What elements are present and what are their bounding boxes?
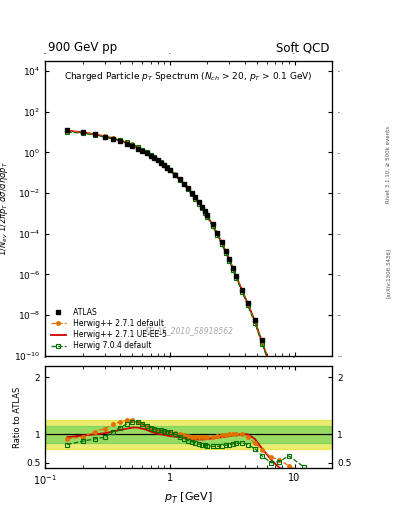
Text: Soft QCD: Soft QCD: [276, 41, 329, 54]
Text: Rivet 3.1.10, ≥ 500k events: Rivet 3.1.10, ≥ 500k events: [386, 126, 391, 203]
Text: 900 GeV pp: 900 GeV pp: [48, 41, 117, 54]
X-axis label: $p_T^{}$ [GeV]: $p_T^{}$ [GeV]: [164, 490, 213, 505]
Legend:    ATLAS,    Herwig++ 2.7.1 default,    Herwig++ 2.7.1 UE-EE-5,    Herwig 7.0.4 : ATLAS, Herwig++ 2.7.1 default, Herwig++ …: [49, 306, 168, 352]
Text: Charged Particle $p_T$ Spectrum ($N_{ch}$ > 20, $p_T$ > 0.1 GeV): Charged Particle $p_T$ Spectrum ($N_{ch}…: [64, 70, 313, 83]
Text: [arXiv:1306.3436]: [arXiv:1306.3436]: [386, 248, 391, 298]
Bar: [45, 420, 332, 449]
Y-axis label: Ratio to ATLAS: Ratio to ATLAS: [13, 387, 22, 448]
Text: ATLAS_2010_S8918562: ATLAS_2010_S8918562: [143, 326, 234, 335]
Y-axis label: $1/N_{ev}$ $1/2\pi p_T$ $d\sigma/d\eta dp_T$: $1/N_{ev}$ $1/2\pi p_T$ $d\sigma/d\eta d…: [0, 161, 10, 256]
Bar: [45, 426, 332, 443]
